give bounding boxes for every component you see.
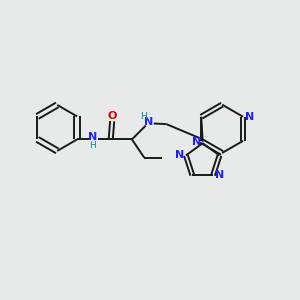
- Text: N: N: [144, 117, 153, 127]
- Text: N: N: [175, 150, 184, 160]
- Text: O: O: [107, 111, 117, 121]
- Text: N: N: [215, 170, 224, 180]
- Text: N: N: [192, 137, 201, 147]
- Text: H: H: [140, 112, 147, 121]
- Text: N: N: [245, 112, 254, 122]
- Text: N: N: [88, 132, 97, 142]
- Text: H: H: [89, 141, 96, 150]
